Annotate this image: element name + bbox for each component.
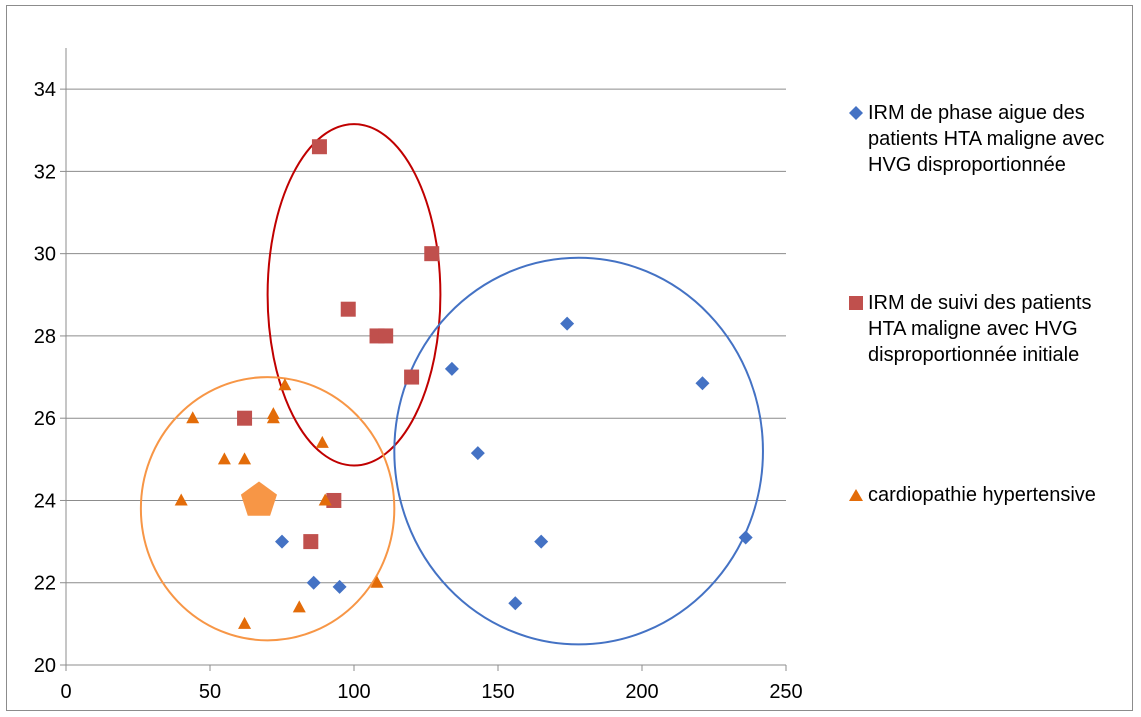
triangle-point <box>186 411 200 424</box>
triangle-point <box>370 575 384 588</box>
y-tick-label: 26 <box>34 408 56 430</box>
triangle-point <box>217 452 231 465</box>
chart-frame <box>6 5 1133 711</box>
data-points <box>174 139 753 629</box>
square-point <box>404 369 420 385</box>
triangle-point <box>174 493 188 506</box>
y-tick-labels: 20 22 24 26 28 30 32 34 <box>34 79 56 677</box>
diamond-point <box>695 376 710 391</box>
y-tick-label: 20 <box>34 655 56 677</box>
pentagon-marker <box>240 481 277 516</box>
y-tick-label: 24 <box>34 490 56 512</box>
x-tick-label: 100 <box>337 681 370 703</box>
diamond-point <box>444 361 459 376</box>
diamond-point <box>534 534 549 549</box>
cluster-ellipse-1 <box>266 123 442 467</box>
square-point <box>311 139 327 155</box>
triangle-point <box>238 452 252 465</box>
gridlines <box>66 88 786 584</box>
diamond-point <box>738 530 753 545</box>
x-tick-label: 0 <box>60 681 71 703</box>
diamond-point <box>306 575 321 590</box>
triangle-point <box>292 600 306 613</box>
diamond-point <box>508 596 523 611</box>
square-point <box>424 246 440 262</box>
diamond-marker-icon <box>849 106 863 120</box>
square-point <box>237 410 253 426</box>
axes <box>60 48 787 671</box>
y-tick-label: 30 <box>34 244 56 266</box>
triangle-point <box>278 378 292 391</box>
y-tick-label: 22 <box>34 573 56 595</box>
cluster-ellipse-3 <box>139 376 396 642</box>
square-point <box>378 328 394 344</box>
diamond-point <box>470 446 485 461</box>
cluster-ellipse-2 <box>393 256 764 646</box>
y-tick-label: 34 <box>34 79 56 101</box>
legend-label-series-3: cardiopathie hypertensive <box>868 484 1096 506</box>
diamond-point <box>560 316 575 331</box>
x-tick-label: 250 <box>769 681 802 703</box>
diamond-point <box>275 534 289 549</box>
square-point <box>303 534 319 550</box>
y-tick-label: 28 <box>34 326 56 348</box>
triangle-point <box>315 435 329 448</box>
y-tick-label: 32 <box>34 161 56 183</box>
x-tick-label: 150 <box>481 681 514 703</box>
x-tick-labels: 0 50 100 150 200 250 <box>60 681 802 703</box>
x-tick-label: 50 <box>199 681 221 703</box>
triangle-point <box>266 411 280 424</box>
diamond-point <box>332 579 347 594</box>
triangle-point <box>238 616 252 629</box>
square-point <box>340 301 356 317</box>
cluster-ellipses <box>139 123 764 646</box>
triangle-point <box>318 493 332 506</box>
legend-label-series-1: IRM de phase aigue des patients HTA mali… <box>868 102 1105 176</box>
square-marker-icon <box>849 296 863 310</box>
triangle-marker-icon <box>849 489 863 501</box>
x-tick-label: 200 <box>625 681 658 703</box>
legend-label-series-2: IRM de suivi des patients HTA maligne av… <box>868 292 1092 366</box>
